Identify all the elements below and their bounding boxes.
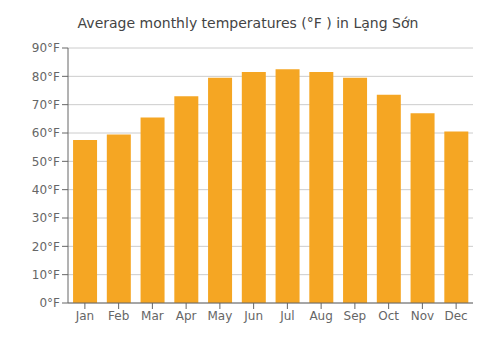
html-text:Average monthly temperatures (: Average monthly temperatures (°F ) in Lạ…	[77, 15, 419, 31]
svg-text:Oct: Oct	[378, 309, 399, 323]
svg-text:Jul: Jul	[279, 309, 294, 323]
svg-text:30°F: 30°F	[32, 211, 60, 225]
svg-text:90°F: 90°F	[32, 41, 60, 55]
svg-text:Sep: Sep	[344, 309, 367, 323]
svg-text:Dec: Dec	[445, 309, 468, 323]
svg-text:Feb: Feb	[108, 309, 129, 323]
svg-text:10°F: 10°F	[32, 268, 60, 282]
svg-text:70°F: 70°F	[32, 98, 60, 112]
svg-text:20°F: 20°F	[32, 240, 60, 254]
svg-text:Apr: Apr	[176, 309, 197, 323]
svg-text:Jan: Jan	[75, 309, 95, 323]
svg-text:0°F: 0°F	[39, 296, 60, 310]
svg-text:Mar: Mar	[141, 309, 164, 323]
svg-text:May: May	[207, 309, 232, 323]
svg-text:50°F: 50°F	[32, 155, 60, 169]
svg-text:60°F: 60°F	[32, 126, 60, 140]
svg-text:40°F: 40°F	[32, 183, 60, 197]
svg-text:Aug: Aug	[309, 309, 332, 323]
svg-text:Nov: Nov	[411, 309, 434, 323]
svg-text:80°F: 80°F	[32, 70, 60, 84]
svg-text:Jun: Jun	[243, 309, 263, 323]
